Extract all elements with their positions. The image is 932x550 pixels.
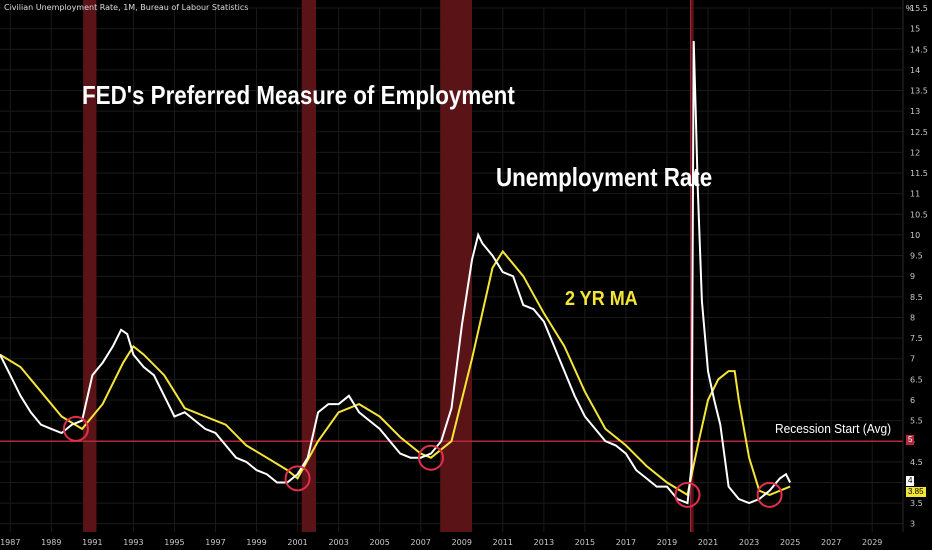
x-tick-label: 2015 (575, 538, 595, 547)
y-tick-label: 6.5 (910, 375, 923, 384)
series-line-2yr-ma (0, 249, 791, 497)
x-tick-label: 1993 (123, 538, 143, 547)
x-tick-label: 2017 (616, 538, 636, 547)
turning-point-circle (417, 444, 444, 471)
x-tick-label: 1989 (41, 538, 61, 547)
x-tick-label: 1991 (82, 538, 102, 547)
recession-band (440, 0, 473, 532)
y-tick-label: 13.5 (910, 87, 928, 96)
turning-point-circle (674, 481, 701, 508)
y-tick-label: 15.5 (910, 4, 928, 13)
x-tick-label: 2007 (411, 538, 431, 547)
y-tick-label: 6 (910, 396, 915, 405)
x-tick-label: 1987 (0, 538, 20, 547)
turning-point-circle (62, 415, 89, 442)
x-tick-label: 1995 (164, 538, 184, 547)
x-tick-label: 2003 (328, 538, 348, 547)
x-axis-labels: 1987 1989 1991 1993 1995 1997 1999 2001 2003 2005… (0, 538, 882, 547)
y-tick-label: 8 (910, 313, 915, 322)
y-tick-label: 5.5 (910, 417, 923, 426)
rate-annotation: Unemployment Rate (496, 162, 713, 192)
x-tick-label: 2013 (534, 538, 554, 547)
chart-source-label: Civilian Unemployment Rate, 1M, Bureau o… (4, 3, 249, 12)
y-tick-label: 7 (910, 355, 915, 364)
y-tick-label: 14 (910, 66, 920, 75)
x-tick-label: 2023 (739, 538, 759, 547)
threshold-annotation: Recession Start (Avg) (775, 421, 892, 436)
chart-annotation-title: FED's Preferred Measure of Employment (82, 80, 515, 110)
y-axis-labels: 33.544.555.566.577.588.599.51010.51111.5… (910, 4, 928, 529)
y-tick-label: 8.5 (910, 293, 923, 302)
y-axis-unit: % (906, 4, 914, 13)
turning-point-markers (62, 415, 783, 508)
turning-point-circle (284, 465, 311, 492)
y-tick-label: 10.5 (910, 210, 928, 219)
x-tick-label: 1999 (246, 538, 266, 547)
x-tick-label: 2011 (493, 538, 513, 547)
last-rate-badge: 4 (906, 476, 915, 486)
x-tick-label: 2029 (862, 538, 882, 547)
y-tick-label: 9 (910, 272, 915, 281)
y-tick-label: 15 (910, 25, 920, 34)
x-tick-label: 2019 (657, 538, 677, 547)
x-tick-label: 1997 (205, 538, 225, 547)
y-tick-label: 13 (910, 107, 920, 116)
x-tick-label: 2005 (369, 538, 389, 547)
y-tick-label: 3 (910, 520, 915, 529)
y-tick-label: 3.5 (910, 499, 923, 508)
y-tick-label: 11.5 (910, 169, 928, 178)
threshold-value-badge: 5 (906, 435, 915, 445)
x-tick-label: 2009 (452, 538, 472, 547)
turning-point-circle (756, 481, 783, 508)
y-tick-label: 14.5 (910, 45, 928, 54)
x-tick-label: 2027 (821, 538, 841, 547)
y-tick-label: 9.5 (910, 252, 923, 261)
y-tick-label: 11 (910, 190, 920, 199)
recession-band (301, 0, 317, 532)
last-ma-badge: 3.85 (906, 487, 926, 497)
ma-annotation: 2 YR MA (565, 288, 638, 310)
series-line-unemployment-rate (0, 40, 791, 505)
y-tick-label: 7.5 (910, 334, 923, 343)
y-tick-label: 10 (910, 231, 920, 240)
y-tick-label: 12.5 (910, 128, 928, 137)
y-tick-label: 4.5 (910, 458, 923, 467)
x-tick-label: 2001 (287, 538, 307, 547)
x-tick-label: 2021 (698, 538, 718, 547)
y-tick-label: 12 (910, 148, 920, 157)
x-tick-label: 2025 (780, 538, 800, 547)
